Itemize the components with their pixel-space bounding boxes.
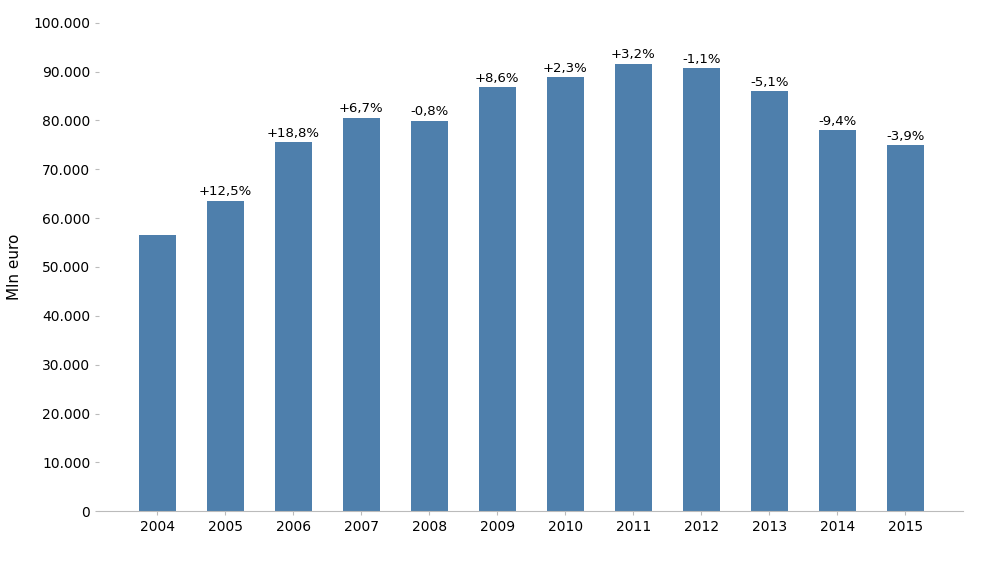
Bar (207, 201, 244, 511)
Text: -3,9%: -3,9% (886, 130, 924, 143)
Bar (546, 77, 584, 511)
Bar (887, 145, 923, 511)
Text: -1,1%: -1,1% (682, 53, 721, 66)
Bar (139, 235, 176, 511)
Text: +18,8%: +18,8% (267, 127, 320, 140)
Text: +6,7%: +6,7% (339, 102, 383, 115)
Text: -0,8%: -0,8% (410, 106, 449, 118)
Bar (274, 143, 312, 511)
Text: -5,1%: -5,1% (750, 76, 788, 89)
Bar (410, 121, 448, 511)
Text: +3,2%: +3,2% (611, 48, 655, 61)
Text: +2,3%: +2,3% (543, 62, 588, 75)
Y-axis label: Mln euro: Mln euro (7, 234, 22, 300)
Text: -9,4%: -9,4% (818, 115, 856, 128)
Bar (479, 87, 516, 511)
Text: +8,6%: +8,6% (475, 72, 519, 85)
Bar (682, 68, 720, 511)
Text: +12,5%: +12,5% (199, 185, 252, 198)
Bar (818, 131, 856, 511)
Bar (615, 64, 652, 511)
Bar (343, 118, 380, 511)
Bar (751, 91, 788, 511)
